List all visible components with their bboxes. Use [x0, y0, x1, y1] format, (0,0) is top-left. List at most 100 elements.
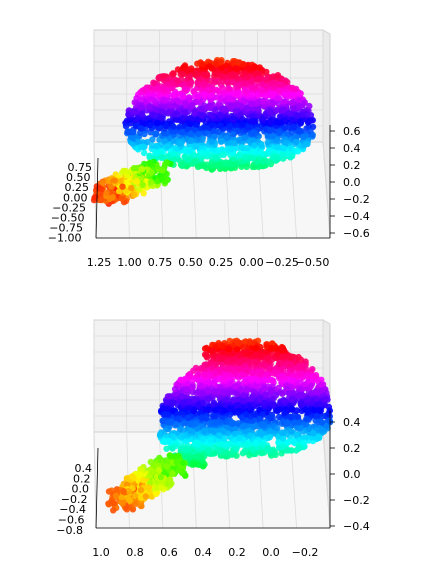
data-point	[294, 413, 302, 421]
data-point	[268, 400, 276, 407]
x-tick-label: −0.25	[265, 256, 299, 269]
data-point	[130, 474, 137, 481]
data-point	[239, 70, 247, 78]
data-point	[254, 75, 261, 83]
data-point	[185, 404, 192, 411]
data-point	[174, 66, 182, 73]
data-point	[146, 152, 153, 159]
data-point	[134, 114, 141, 122]
data-point	[276, 406, 283, 413]
data-point	[153, 490, 160, 497]
data-point	[191, 420, 199, 428]
data-point	[181, 86, 188, 93]
data-point	[145, 484, 152, 491]
data-point	[301, 381, 308, 388]
data-point	[157, 113, 164, 120]
data-point	[266, 90, 274, 98]
data-point	[214, 147, 222, 154]
y-tick-label: −1.00	[48, 232, 82, 245]
data-point	[269, 80, 276, 87]
z-tick-label: 0.2	[343, 442, 361, 455]
data-point	[249, 163, 256, 171]
x-tick-label: 0.8	[126, 546, 144, 559]
data-point	[296, 102, 303, 110]
y-tick-label: 0.75	[68, 161, 93, 174]
data-point	[261, 399, 268, 406]
data-point	[300, 133, 307, 140]
data-point	[249, 149, 256, 156]
data-point	[297, 370, 304, 378]
data-point	[211, 378, 218, 386]
subplot-bottom: 1.0 0.8 0.6 0.4 0.2 0.0 −0.2 0.40.20.0−0.2−0.4…	[56, 319, 370, 559]
data-point	[158, 153, 165, 160]
data-point	[149, 469, 156, 476]
data-point	[221, 435, 228, 443]
y-tick-labels: 0.750.500.250.00−0.25−0.50−0.75−1.00	[48, 161, 92, 245]
data-point	[179, 92, 187, 100]
z-tick-label: 0.0	[343, 176, 361, 189]
subplot-top: 1.25 1.00 0.75 0.50 0.25 0.00 −0.25−0.50 0.750…	[48, 29, 370, 269]
data-point	[197, 112, 205, 119]
data-point	[165, 419, 172, 426]
data-point	[222, 68, 229, 75]
data-point	[184, 126, 191, 133]
data-point	[258, 86, 265, 94]
data-point	[211, 444, 219, 452]
data-point	[172, 145, 179, 152]
data-point	[282, 77, 289, 84]
data-point	[181, 375, 189, 383]
data-point	[176, 123, 183, 131]
data-point	[240, 403, 247, 410]
data-point	[288, 91, 295, 99]
data-point	[150, 79, 157, 86]
data-point	[182, 447, 189, 454]
data-point	[171, 102, 179, 110]
data-point	[172, 390, 179, 397]
data-point	[256, 64, 263, 71]
data-point	[189, 102, 196, 109]
grid-line	[322, 141, 331, 239]
data-point	[248, 100, 255, 107]
data-point	[131, 191, 138, 198]
data-point	[232, 65, 240, 72]
data-point	[244, 386, 251, 393]
data-point	[180, 399, 188, 407]
data-point	[209, 85, 216, 93]
data-point	[140, 144, 148, 151]
data-point	[289, 437, 296, 445]
data-point	[322, 395, 330, 402]
data-point	[302, 140, 310, 147]
data-point	[163, 445, 170, 452]
data-point	[177, 426, 184, 433]
data-point	[263, 391, 270, 398]
data-point	[207, 359, 214, 366]
data-point	[235, 420, 242, 427]
data-point	[274, 95, 282, 102]
data-point	[285, 150, 292, 157]
data-point	[275, 439, 282, 446]
data-point	[110, 507, 117, 514]
data-point	[140, 190, 147, 197]
data-point	[300, 434, 308, 441]
y-tick-label: −0.6	[58, 514, 85, 527]
data-point	[294, 364, 302, 371]
data-point	[298, 111, 306, 118]
x-tick-label: 0.50	[178, 256, 203, 269]
data-point	[257, 449, 264, 456]
data-point	[254, 369, 262, 377]
data-point	[304, 373, 311, 380]
data-point	[228, 356, 235, 363]
data-point	[309, 117, 316, 124]
data-point	[158, 108, 166, 115]
data-point	[126, 496, 133, 504]
data-point	[153, 142, 160, 150]
data-point	[192, 122, 200, 129]
data-point	[195, 377, 203, 384]
data-point	[298, 128, 305, 135]
data-point	[253, 100, 260, 107]
scatter-points	[90, 56, 317, 207]
data-point	[289, 395, 296, 402]
data-point	[208, 122, 216, 129]
data-point	[190, 406, 198, 413]
data-point	[241, 422, 248, 430]
